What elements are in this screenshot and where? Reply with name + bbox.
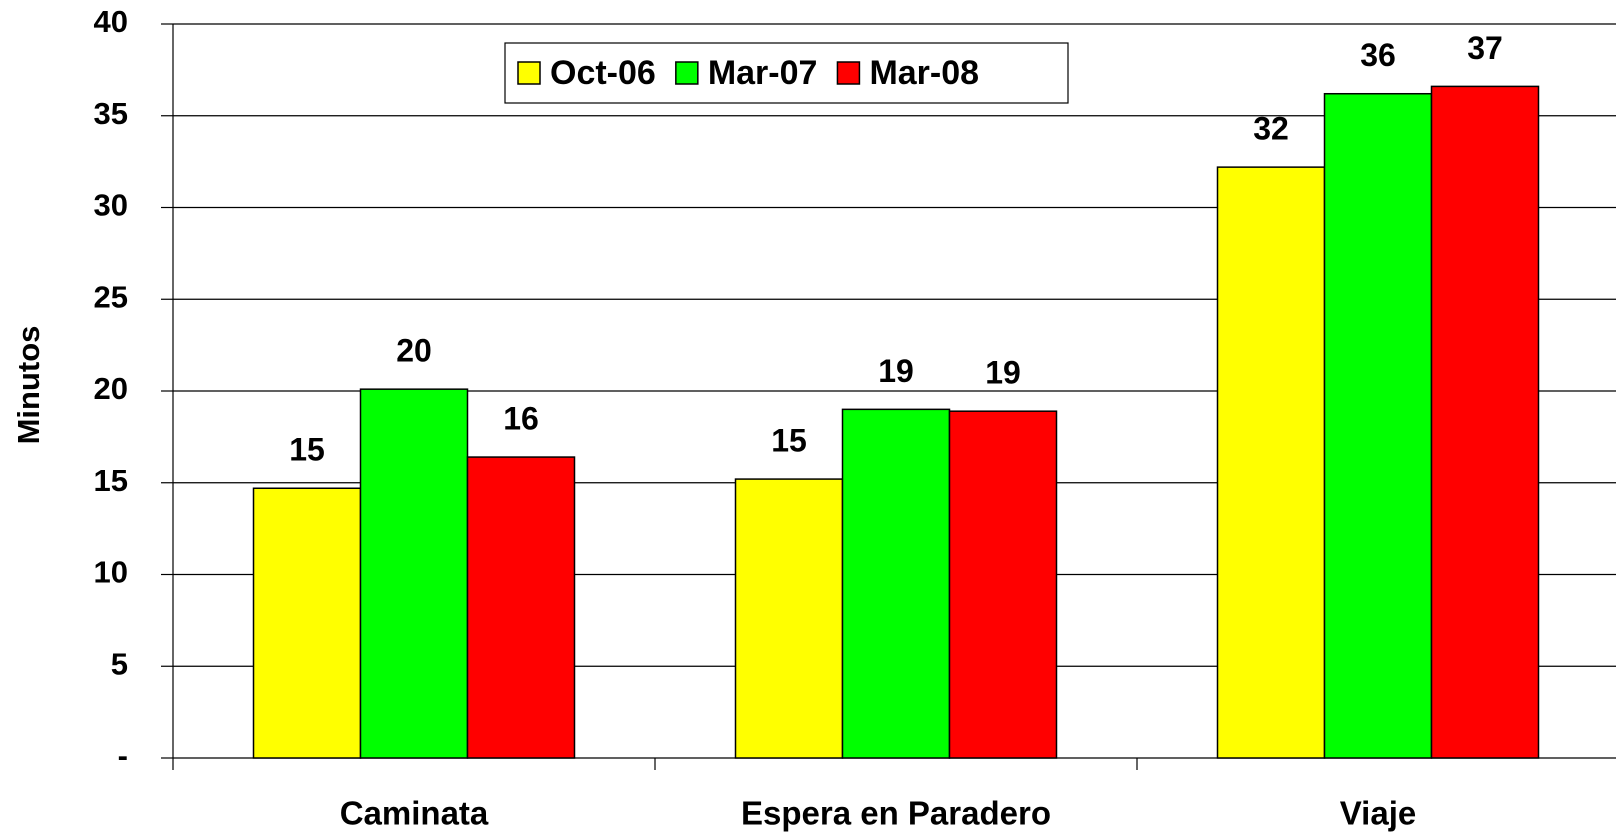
bar	[841, 408, 951, 759]
y-tick-label: 35	[94, 96, 128, 131]
bar	[359, 388, 469, 759]
x-tick-label: Viaje	[1340, 795, 1416, 832]
y-tick-label: 30	[94, 188, 128, 223]
legend-swatch	[836, 61, 861, 85]
legend-label: Mar-08	[869, 54, 979, 92]
value-label: 32	[1253, 111, 1289, 147]
value-label: 36	[1360, 37, 1396, 73]
bar	[948, 410, 1058, 759]
y-tick-label: 15	[94, 463, 128, 498]
y-tick-label: 10	[94, 555, 128, 590]
y-tick-label: 20	[94, 371, 128, 406]
y-tick-label: -	[118, 738, 128, 773]
value-label: 19	[985, 355, 1021, 391]
x-tick-label: Caminata	[340, 795, 489, 832]
bar	[1323, 92, 1433, 759]
legend-label: Oct-06	[550, 54, 656, 92]
value-label: 20	[396, 333, 432, 369]
value-label: 15	[771, 423, 807, 459]
value-label: 16	[503, 401, 539, 437]
y-tick-label: 5	[111, 646, 128, 681]
x-tick-label: Espera en Paradero	[741, 795, 1051, 832]
bar	[734, 478, 844, 759]
bar	[1430, 85, 1540, 759]
bar	[466, 456, 576, 759]
legend-box	[504, 42, 1069, 104]
y-axis-label: Minutos	[11, 326, 46, 445]
legend-label: Mar-07	[708, 54, 818, 92]
value-label: 15	[289, 432, 325, 468]
value-label: 19	[878, 353, 914, 389]
y-tick-label: 25	[94, 279, 128, 314]
value-label: 37	[1467, 30, 1503, 66]
bar	[252, 487, 362, 759]
y-tick-label: 40	[94, 4, 128, 39]
legend-swatch	[675, 61, 699, 85]
bar	[1216, 166, 1326, 759]
legend-swatch	[517, 61, 541, 85]
